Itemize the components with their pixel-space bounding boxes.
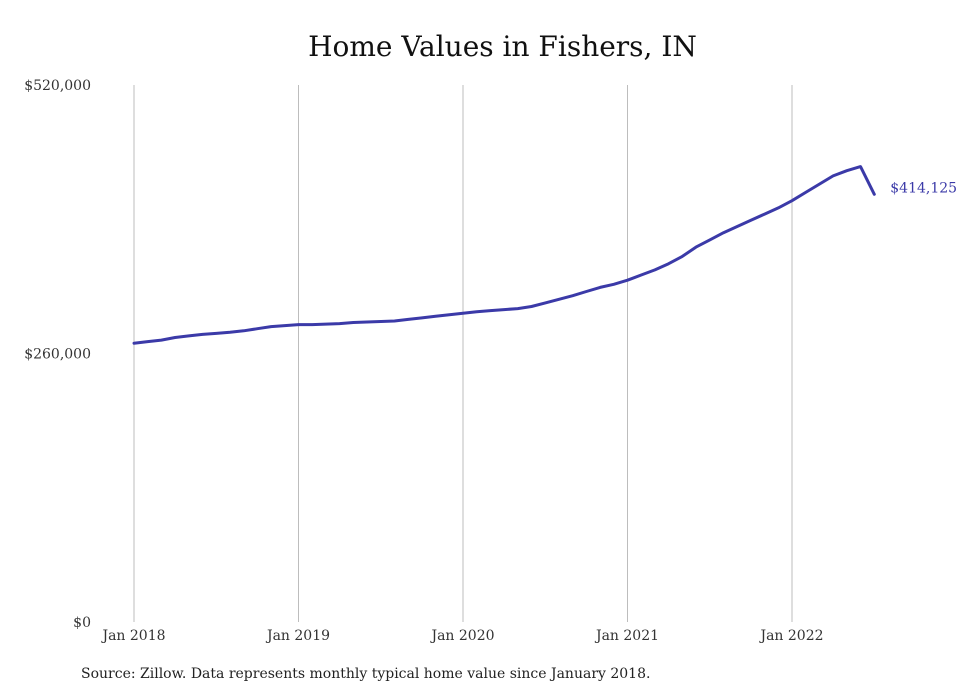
x-tick-label: Jan 2021 <box>594 628 659 644</box>
chart-title: Home Values in Fishers, IN <box>308 30 697 63</box>
y-tick-label: $260,000 <box>24 347 91 363</box>
x-tick-label: Jan 2018 <box>100 628 165 644</box>
x-tick-label: Jan 2019 <box>265 628 330 644</box>
series-line <box>132 165 876 345</box>
y-tick-label: $520,000 <box>24 78 91 94</box>
x-tick-label: Jan 2022 <box>758 628 823 644</box>
y-axis-ticks: $0 $260,000 $520,000 <box>24 78 91 631</box>
grid-lines <box>133 85 793 622</box>
source-note: Source: Zillow. Data represents monthly … <box>81 666 651 682</box>
y-tick-label: $0 <box>73 615 91 631</box>
series-layer: $414,125 <box>132 165 957 345</box>
x-axis-ticks: Jan 2018 Jan 2019 Jan 2020 Jan 2021 Jan 2022 <box>100 628 823 644</box>
end-value-label: $414,125 <box>890 180 957 196</box>
x-tick-label: Jan 2020 <box>429 628 494 644</box>
